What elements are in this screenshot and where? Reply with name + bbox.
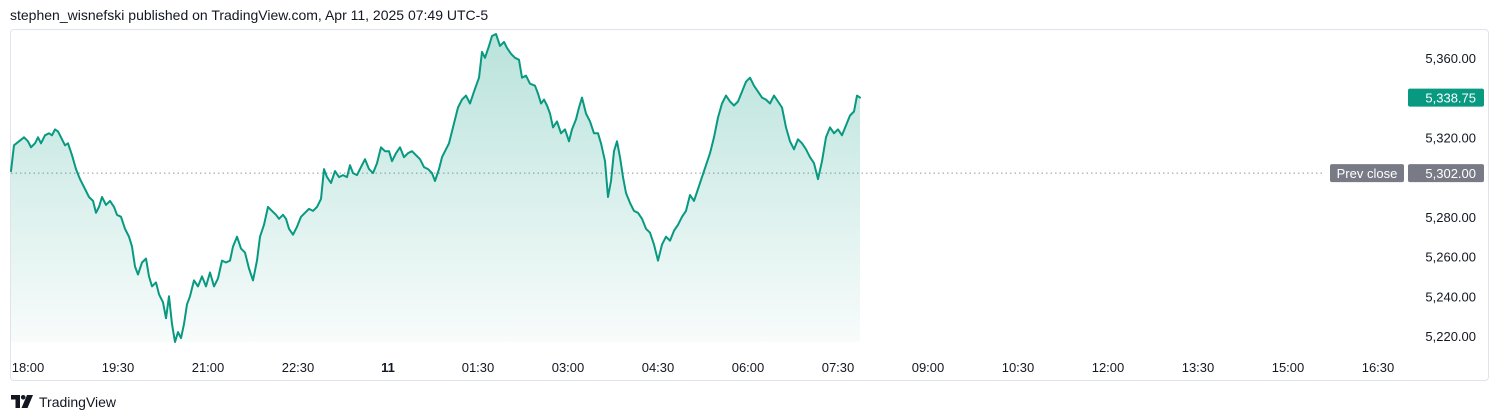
x-tick-label: 11 xyxy=(381,360,395,375)
y-tick-label: 5,240.00 xyxy=(1425,289,1476,304)
price-line xyxy=(10,33,861,343)
y-tick-label: 5,220.00 xyxy=(1425,329,1476,344)
x-tick-label: 03:00 xyxy=(552,360,585,375)
price-axis[interactable]: 5,360.00 5,320.00 5,280.00 5,260.00 5,240.00… xyxy=(1425,51,1476,344)
footer: TradingView xyxy=(11,392,116,412)
x-tick-label: 19:30 xyxy=(102,360,135,375)
y-tick-label: 5,280.00 xyxy=(1425,210,1476,225)
x-tick-label: 21:00 xyxy=(192,360,225,375)
x-tick-label: 04:30 xyxy=(642,360,675,375)
y-tick-label: 5,260.00 xyxy=(1425,250,1476,265)
price-area-fill xyxy=(11,34,860,342)
brand-name: TradingView xyxy=(39,394,117,410)
area-layer xyxy=(10,33,861,343)
x-tick-label: 13:30 xyxy=(1182,360,1215,375)
x-tick-label: 18:00 xyxy=(12,360,45,375)
x-tick-label: 16:30 xyxy=(1362,360,1395,375)
x-tick-label: 22:30 xyxy=(282,360,315,375)
prev-close-badge xyxy=(1330,164,1404,183)
x-tick-label: 12:00 xyxy=(1092,360,1125,375)
publish-attribution: stephen_wisnefski published on TradingVi… xyxy=(10,7,489,23)
x-tick-label: 10:30 xyxy=(1002,360,1035,375)
time-axis[interactable]: 18:00 19:30 21:00 22:30 11 01:30 03:00 04:30 06:… xyxy=(12,360,1395,375)
x-tick-label: 07:30 xyxy=(822,360,855,375)
prev-close-value-badge xyxy=(1408,164,1484,183)
x-tick-label: 15:00 xyxy=(1272,360,1305,375)
x-tick-label: 09:00 xyxy=(912,360,945,375)
tradingview-logo-icon xyxy=(11,395,33,408)
x-tick-label: 06:00 xyxy=(732,360,765,375)
prev-close-label: Prev close xyxy=(1337,166,1398,181)
last-price-label: 5,338.75 xyxy=(1425,91,1476,106)
x-tick-label: 01:30 xyxy=(462,360,495,375)
y-tick-label: 5,320.00 xyxy=(1425,130,1476,145)
chart-frame xyxy=(10,29,1489,381)
prev-close-value: 5,302.00 xyxy=(1425,166,1476,181)
last-price-badge xyxy=(1408,88,1484,107)
price-labels: 5,338.75 Prev close 5,302.00 xyxy=(1330,88,1484,183)
y-tick-label: 5,360.00 xyxy=(1425,51,1476,66)
